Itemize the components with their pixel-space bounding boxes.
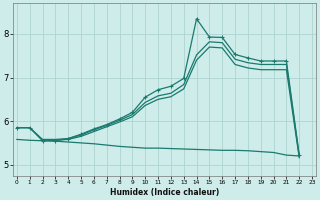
X-axis label: Humidex (Indice chaleur): Humidex (Indice chaleur) [110, 188, 219, 197]
